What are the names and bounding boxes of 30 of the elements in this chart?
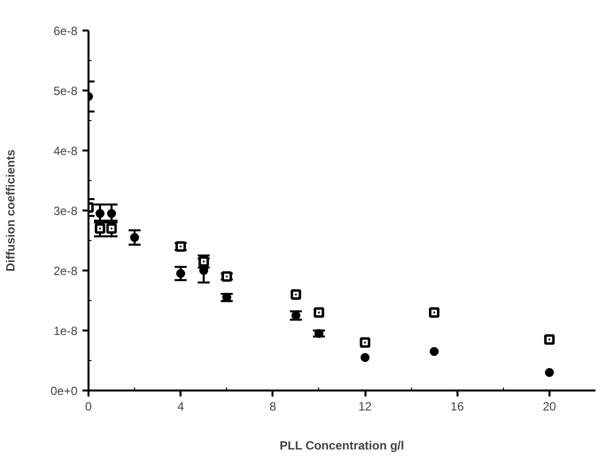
point [314,329,324,338]
y-axis-title: Diffusion coefficients [3,149,18,272]
y-tick-label: 3e-8 [53,204,78,218]
point [430,347,439,356]
point [290,289,302,300]
x-tick-label: 20 [542,400,556,414]
point [96,209,105,218]
point [360,353,370,362]
y-tick-label: 5e-8 [53,84,78,98]
point [222,271,232,282]
x-axis-title: PLL Concentration g/l [280,438,404,452]
y-tick-label: 1e-8 [53,324,78,338]
y-tick-label: 6e-8 [53,24,78,38]
y-tick-label: 0e+0 [50,384,78,398]
x-tick-label: 4 [177,400,184,414]
y-tick-label: 4e-8 [53,144,78,158]
point [291,311,300,320]
point [360,337,370,348]
x-tick-label: 16 [450,400,464,414]
point [428,307,440,318]
x-tick-label: 0 [85,400,92,414]
point [176,269,186,278]
point [130,233,140,242]
x-tick-label: 12 [358,400,372,414]
point [544,368,554,377]
point [314,307,324,318]
x-tick-label: 8 [270,400,277,414]
y-tick-label: 2e-8 [53,264,78,278]
point [544,334,555,345]
point [107,209,116,218]
